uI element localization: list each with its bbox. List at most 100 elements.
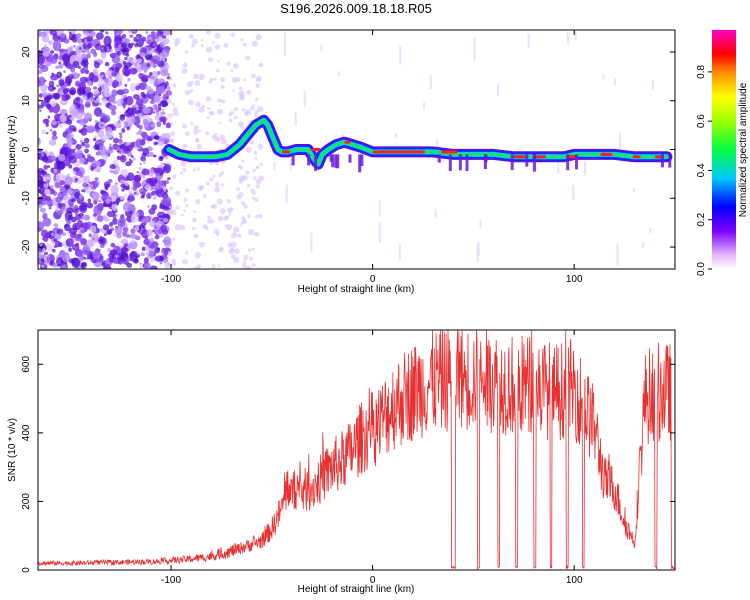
noise-blob — [212, 174, 216, 178]
ridge-tail — [575, 154, 579, 170]
noise-blob — [257, 143, 264, 150]
noise-blob — [129, 250, 138, 262]
noise-blob — [196, 143, 202, 150]
noise-blob — [147, 39, 152, 43]
noise-blob — [40, 258, 45, 262]
ridge-tail — [525, 154, 529, 167]
noise-blob — [57, 202, 61, 206]
noise-blob — [152, 154, 157, 158]
noise-blob — [126, 114, 136, 125]
noise-blob — [227, 207, 233, 214]
noise-blob — [122, 88, 130, 95]
noise-blob — [88, 233, 92, 238]
spectrogram-x-label: Height of straight line (km) — [298, 284, 415, 295]
noise-blob — [114, 34, 123, 42]
noise-blob — [161, 248, 168, 255]
noise-blob — [170, 122, 173, 125]
noise-blob — [71, 244, 80, 251]
noise-blob — [175, 205, 180, 210]
noise-blob — [46, 104, 52, 111]
noise-blob — [183, 198, 188, 202]
noise-blob — [254, 112, 259, 118]
noise-blob — [139, 52, 146, 58]
noise-blob — [91, 75, 99, 83]
noise-blob — [162, 121, 166, 125]
noise-blob — [126, 172, 135, 182]
noise-blob — [38, 104, 42, 110]
snr-panel: -100 0 100 0 200 400 600 Height of straight l… — [7, 329, 676, 595]
noise-streak — [572, 185, 575, 201]
noise-blob — [145, 192, 152, 200]
noise-blob — [63, 70, 66, 73]
noise-blob — [185, 204, 189, 208]
noise-blob — [113, 30, 122, 35]
noise-blob — [38, 30, 42, 38]
noise-blob — [41, 248, 46, 253]
noise-blob — [211, 40, 215, 44]
noise-blob — [41, 155, 49, 163]
noise-blob — [255, 214, 259, 219]
noise-blob — [189, 88, 194, 93]
noise-blob — [127, 151, 133, 157]
noise-blob — [91, 160, 99, 168]
noise-streak — [497, 83, 500, 97]
noise-blob — [252, 168, 256, 172]
noise-blob — [142, 93, 147, 99]
ridge-tail — [566, 154, 570, 171]
noise-blob — [38, 176, 41, 180]
noise-blob — [93, 137, 97, 142]
noise-blob — [42, 212, 48, 220]
noise-blob — [144, 54, 153, 61]
noise-blob — [74, 249, 84, 257]
noise-blob — [152, 63, 157, 69]
noise-blob — [146, 62, 151, 68]
noise-blob — [67, 188, 73, 195]
noise-blob — [112, 159, 119, 166]
noise-blob — [141, 113, 146, 116]
noise-blob — [63, 146, 71, 157]
noise-blob — [50, 185, 54, 189]
noise-blob — [109, 143, 112, 147]
noise-blob — [150, 47, 155, 53]
noise-blob — [172, 83, 177, 88]
noise-blob — [100, 51, 107, 59]
noise-blob — [125, 186, 130, 191]
ridge-tail — [360, 154, 364, 167]
noise-blob — [171, 258, 177, 264]
noise-blob — [79, 140, 84, 143]
noise-blob — [206, 96, 212, 102]
y-tick-label: -20 — [21, 239, 32, 254]
noise-blob — [123, 120, 129, 126]
noise-blob — [66, 207, 74, 214]
colorbar-label: Normalized spectral amplitude — [738, 82, 749, 217]
noise-blob — [80, 68, 85, 74]
noise-blob — [59, 113, 67, 123]
noise-blob — [119, 154, 127, 163]
noise-blob — [87, 198, 92, 203]
noise-blob — [53, 92, 60, 100]
noise-blob — [115, 73, 124, 83]
noise-blob — [133, 174, 142, 183]
noise-blob — [86, 76, 90, 82]
noise-blob — [172, 110, 179, 117]
noise-streak — [423, 102, 426, 111]
noise-blob — [67, 217, 71, 221]
noise-blob — [110, 184, 119, 195]
noise-blob — [93, 51, 98, 58]
noise-blob — [254, 156, 258, 160]
noise-blob — [130, 214, 139, 223]
noise-blob — [81, 141, 85, 147]
noise-blob — [226, 199, 231, 204]
noise-blob — [80, 230, 84, 234]
noise-blob — [199, 241, 205, 248]
noise-blob — [79, 47, 82, 50]
noise-blob — [156, 247, 160, 251]
noise-blob — [243, 220, 247, 224]
noise-blob — [78, 118, 87, 126]
noise-blob — [218, 173, 222, 177]
noise-blob — [103, 35, 112, 47]
noise-blob — [53, 223, 59, 227]
noise-blob — [153, 95, 161, 104]
noise-blob — [85, 100, 90, 105]
